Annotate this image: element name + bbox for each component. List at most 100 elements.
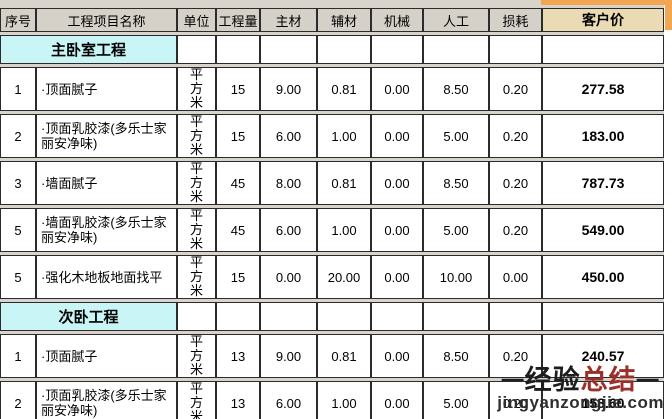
cell-quantity: 13 (216, 334, 260, 378)
cell-aux-material: 1.00 (317, 208, 371, 252)
cell-labor: 5.00 (423, 114, 489, 158)
cell-seq: 5 (0, 208, 36, 252)
cell-item-name: ·强化木地板地面找平 (36, 255, 177, 299)
table-row: 2 ·顶面乳胶漆(多乐士家丽安净味) 平方米 13 6.00 1.00 0.00 5.00 0.… (0, 381, 664, 419)
cell-unit: 平方米 (177, 334, 216, 378)
cell-aux-material: 1.00 (317, 114, 371, 158)
cell-loss: 0.20 (489, 67, 542, 111)
section-header-row: 次卧工程 (0, 302, 664, 331)
cell-labor: 8.50 (423, 67, 489, 111)
section-empty-cell (177, 302, 216, 331)
section-empty-cell (371, 35, 423, 64)
price-column-accent-strip (541, 0, 672, 5)
cell-quantity: 45 (216, 161, 260, 205)
section-empty-cell (542, 302, 664, 331)
cell-quantity: 15 (216, 114, 260, 158)
cell-quantity: 15 (216, 255, 260, 299)
table-row: 3 ·墙面腻子 平方米 45 8.00 0.81 0.00 8.50 0.20 787.73 (0, 161, 664, 205)
cell-aux-material: 0.81 (317, 161, 371, 205)
cell-seq: 2 (0, 114, 36, 158)
cell-labor: 5.00 (423, 208, 489, 252)
table-row: 1 ·顶面腻子 平方米 15 9.00 0.81 0.00 8.50 0.20 277.58 (0, 67, 664, 111)
cell-unit: 平方米 (177, 381, 216, 419)
cell-quantity: 45 (216, 208, 260, 252)
price-column-right-accent (665, 0, 672, 30)
cell-machinery: 0.00 (371, 334, 423, 378)
cell-labor: 8.50 (423, 334, 489, 378)
cell-seq: 2 (0, 381, 36, 419)
cell-item-name: ·墙面乳胶漆(多乐士家丽安净味) (36, 208, 177, 252)
cell-main-material: 8.00 (260, 161, 317, 205)
cell-machinery: 0.00 (371, 67, 423, 111)
column-header-machinery: 机械 (371, 8, 423, 32)
cell-seq: 3 (0, 161, 36, 205)
cell-unit: 平方米 (177, 208, 216, 252)
cell-main-material: 6.00 (260, 208, 317, 252)
table-row: 1 ·顶面腻子 平方米 13 9.00 0.81 0.00 8.50 0.20 240.57 (0, 334, 664, 378)
section-empty-cell (216, 302, 260, 331)
cell-machinery: 0.00 (371, 208, 423, 252)
cell-loss: 0.20 (489, 161, 542, 205)
cell-labor: 10.00 (423, 255, 489, 299)
column-header-aux-material: 辅材 (317, 8, 371, 32)
cell-quantity: 13 (216, 381, 260, 419)
cell-aux-material: 1.00 (317, 381, 371, 419)
cell-item-name: ·顶面乳胶漆(多乐士家丽安净味) (36, 114, 177, 158)
cell-main-material: 6.00 (260, 381, 317, 419)
cell-loss: 0.20 (489, 114, 542, 158)
cell-customer-price: 158.60 (542, 381, 664, 419)
section-empty-cell (177, 35, 216, 64)
column-header-loss: 损耗 (489, 8, 542, 32)
cell-item-name: ·顶面乳胶漆(多乐士家丽安净味) (36, 381, 177, 419)
top-strip (0, 0, 672, 5)
section-empty-cell (216, 35, 260, 64)
cell-customer-price: 240.57 (542, 334, 664, 378)
cell-seq: 1 (0, 67, 36, 111)
cell-machinery: 0.00 (371, 161, 423, 205)
section-empty-cell (489, 35, 542, 64)
cell-seq: 1 (0, 334, 36, 378)
cell-labor: 5.00 (423, 381, 489, 419)
cell-item-name: ·顶面腻子 (36, 67, 177, 111)
cell-machinery: 0.00 (371, 255, 423, 299)
cell-loss: 0.20 (489, 208, 542, 252)
header-row: 序号 工程项目名称 单位 工程量 主材 辅材 机械 人工 损耗 客户价 (0, 8, 664, 32)
cell-customer-price: 450.00 (542, 255, 664, 299)
cell-main-material: 9.00 (260, 334, 317, 378)
cell-unit: 平方米 (177, 114, 216, 158)
table-row: 5 ·强化木地板地面找平 平方米 15 0.00 20.00 0.00 10.00 0.00 45… (0, 255, 664, 299)
cell-main-material: 0.00 (260, 255, 317, 299)
section-empty-cell (423, 35, 489, 64)
column-header-seq: 序号 (0, 8, 36, 32)
section-empty-cell (317, 35, 371, 64)
cell-aux-material: 20.00 (317, 255, 371, 299)
cell-customer-price: 277.58 (542, 67, 664, 111)
cell-item-name: ·墙面腻子 (36, 161, 177, 205)
cell-item-name: ·顶面腻子 (36, 334, 177, 378)
section-empty-cell (371, 302, 423, 331)
cell-aux-material: 0.81 (317, 334, 371, 378)
cell-loss: 0.00 (489, 255, 542, 299)
cell-quantity: 15 (216, 67, 260, 111)
section-empty-cell (423, 302, 489, 331)
cell-unit: 平方米 (177, 67, 216, 111)
column-header-customer-price: 客户价 (542, 8, 664, 32)
cell-loss: 0.20 (489, 334, 542, 378)
section-empty-cell (260, 35, 317, 64)
column-header-main-material: 主材 (260, 8, 317, 32)
cell-unit: 平方米 (177, 255, 216, 299)
section-empty-cell (489, 302, 542, 331)
column-header-item: 工程项目名称 (36, 8, 177, 32)
section-title: 主卧室工程 (0, 35, 177, 64)
section-empty-cell (317, 302, 371, 331)
cell-seq: 5 (0, 255, 36, 299)
section-header-row: 主卧室工程 (0, 35, 664, 64)
cell-customer-price: 183.00 (542, 114, 664, 158)
table-row: 5 ·墙面乳胶漆(多乐士家丽安净味) 平方米 45 6.00 1.00 0.00 5.00 0.… (0, 208, 664, 252)
column-header-labor: 人工 (423, 8, 489, 32)
quote-table: 序号 工程项目名称 单位 工程量 主材 辅材 机械 人工 损耗 客户价 主卧室工… (0, 5, 664, 419)
table-row: 2 ·顶面乳胶漆(多乐士家丽安净味) 平方米 15 6.00 1.00 0.00 5.00 0.… (0, 114, 664, 158)
cell-unit: 平方米 (177, 161, 216, 205)
cell-machinery: 0.00 (371, 381, 423, 419)
